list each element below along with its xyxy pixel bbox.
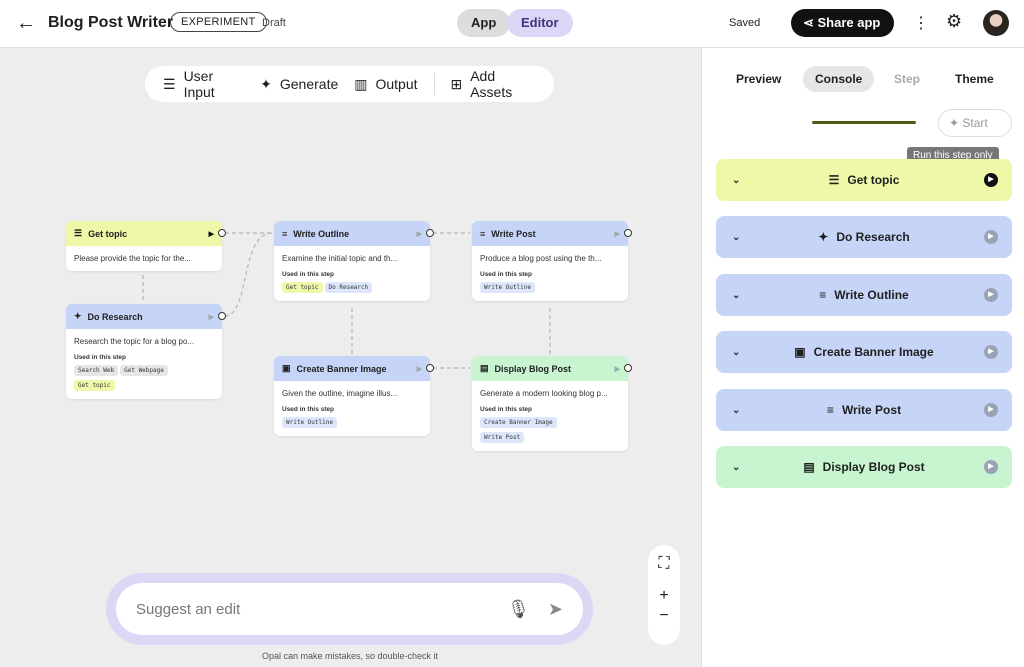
step-create-banner-image[interactable]: ⌄ ▣ Create Banner Image ▶ <box>716 331 1012 373</box>
sparkle-icon: ✦ <box>949 116 963 130</box>
avatar[interactable] <box>983 10 1009 36</box>
chevron-down-icon[interactable]: ⌄ <box>732 461 741 473</box>
node-write-post[interactable]: ≡ Write Post ▶ Produce a blog post using t… <box>472 221 628 301</box>
tab-step[interactable]: Step <box>894 72 921 86</box>
chip: Get Webpage <box>120 365 168 376</box>
chip: Write Outline <box>282 417 337 428</box>
send-icon[interactable]: ➤ <box>547 598 563 619</box>
run-step-icon[interactable]: ▶ <box>984 345 998 359</box>
connections <box>142 232 551 369</box>
run-step-icon[interactable]: ▶ <box>984 460 998 474</box>
node-get-topic[interactable]: ☰ Get topic ▶ Please provide the topic for… <box>66 221 222 271</box>
chip: Write Outline <box>480 282 535 293</box>
chip: Do Research <box>324 282 373 293</box>
port[interactable] <box>218 312 226 320</box>
port[interactable] <box>624 364 632 372</box>
mic-icon[interactable]: 🎙 <box>507 598 530 619</box>
tab-editor[interactable]: Editor <box>507 9 573 37</box>
text-sparkle-icon: ≡ <box>819 288 827 302</box>
sparkle-icon: ✦ <box>74 311 82 321</box>
step-write-post[interactable]: ⌄ ≡ Write Post ▶ <box>716 389 1012 431</box>
play-icon[interactable]: ▶ <box>416 230 422 238</box>
sparkle-icon: ✦ <box>818 230 829 244</box>
play-icon[interactable]: ▶ <box>614 365 620 373</box>
chip: Get topic <box>282 282 323 293</box>
disclaimer: Opal can make mistakes, so double-check … <box>261 651 439 661</box>
suggest-box: Suggest an edit 🎙 ➤ <box>106 573 593 645</box>
generate-button[interactable]: ✦ Generate <box>260 75 339 93</box>
back-arrow-icon[interactable]: ← <box>16 12 36 34</box>
draft-status: Draft <box>262 17 286 29</box>
more-icon[interactable]: ⋮ <box>913 15 929 32</box>
step-display-blog-post[interactable]: ⌄ ▤ Display Blog Post ▶ <box>716 446 1012 488</box>
node-display-blog-post[interactable]: ▤ Display Blog Post ▶ Generate a modern lo… <box>472 356 628 451</box>
image-icon: ▣ <box>282 363 291 373</box>
run-step-icon[interactable]: ▶ <box>984 230 998 244</box>
start-button[interactable]: ✦ Start <box>938 109 1012 137</box>
step-do-research[interactable]: ⌄ ✦ Do Research ▶ <box>716 216 1012 258</box>
gear-icon[interactable]: ⚙ <box>946 11 963 31</box>
text-sparkle-icon: ≡ <box>282 228 288 239</box>
chevron-down-icon[interactable]: ⌄ <box>732 346 741 358</box>
chevron-down-icon[interactable]: ⌄ <box>732 174 741 186</box>
input-icon: ☰ <box>828 173 840 187</box>
tab-theme[interactable]: Theme <box>955 72 994 86</box>
tab-app[interactable]: App <box>457 9 511 37</box>
fit-view-icon[interactable]: ⛶ <box>658 555 670 572</box>
output-button[interactable]: ▥ Output <box>354 75 418 93</box>
port[interactable] <box>624 229 632 237</box>
play-icon[interactable]: ▶ <box>208 230 214 238</box>
header: ← Blog Post Writer EXPERIMENT Draft App … <box>0 0 1024 48</box>
zoom-in-icon[interactable]: + <box>659 587 669 604</box>
user-input-button[interactable]: ☰ User Input <box>163 68 215 100</box>
app-title: Blog Post Writer <box>48 14 174 31</box>
port[interactable] <box>426 364 434 372</box>
tab-console[interactable]: Console <box>803 66 875 92</box>
suggest-input[interactable]: Suggest an edit <box>136 600 241 618</box>
canvas-toolbar: ☰ User Input ✦ Generate ▥ Output ⊞ Add Asset… <box>145 66 554 102</box>
add-icon: ⊞ <box>450 75 463 92</box>
image-icon: ▣ <box>794 345 806 359</box>
share-icon: ⋖ <box>803 15 818 30</box>
share-app-button[interactable]: ⋖ Share app <box>791 9 895 37</box>
text-sparkle-icon: ≡ <box>480 228 486 239</box>
run-step-icon[interactable]: ▶ <box>984 173 998 187</box>
play-icon[interactable]: ▶ <box>614 230 620 238</box>
zoom-out-icon[interactable]: − <box>659 607 669 624</box>
chip: Search Web <box>74 365 119 376</box>
node-write-outline[interactable]: ≡ Write Outline ▶ Examine the initial topi… <box>274 221 430 301</box>
run-step-icon[interactable]: ▶ <box>984 403 998 417</box>
node-do-research[interactable]: ✦ Do Research ▶ Research the topic for a b… <box>66 304 222 399</box>
chip: Write Post <box>480 432 525 443</box>
progress-bar <box>812 121 916 124</box>
chip: Get topic <box>74 380 115 391</box>
port[interactable] <box>426 229 434 237</box>
sparkle-icon: ✦ <box>260 75 272 92</box>
zoom-controls: ⛶ + − <box>648 545 680 645</box>
step-write-outline[interactable]: ⌄ ≡ Write Outline ▶ <box>716 274 1012 316</box>
node-create-banner-image[interactable]: ▣ Create Banner Image ▶ Given the outline,… <box>274 356 430 436</box>
chevron-down-icon[interactable]: ⌄ <box>732 404 741 416</box>
run-step-icon[interactable]: ▶ <box>984 288 998 302</box>
text-sparkle-icon: ≡ <box>826 403 834 417</box>
output-icon: ▥ <box>354 75 368 92</box>
port[interactable] <box>218 229 226 237</box>
web-icon: ▤ <box>803 460 815 474</box>
input-icon: ☰ <box>163 75 176 92</box>
input-icon: ☰ <box>74 228 83 238</box>
chip: Create Banner Image <box>480 417 557 428</box>
tab-preview[interactable]: Preview <box>736 72 782 86</box>
add-assets-button[interactable]: ⊞ Add Assets <box>450 68 513 100</box>
experiment-badge: EXPERIMENT <box>170 12 267 32</box>
edge <box>224 232 273 317</box>
play-icon[interactable]: ▶ <box>208 313 214 321</box>
chevron-down-icon[interactable]: ⌄ <box>732 231 741 243</box>
chevron-down-icon[interactable]: ⌄ <box>732 289 741 301</box>
divider <box>433 73 435 95</box>
step-get-topic[interactable]: ⌄ ☰ Get topic ▶ <box>716 159 1012 201</box>
web-icon: ▤ <box>480 363 489 373</box>
play-icon[interactable]: ▶ <box>416 365 422 373</box>
saved-status: Saved <box>729 17 761 29</box>
